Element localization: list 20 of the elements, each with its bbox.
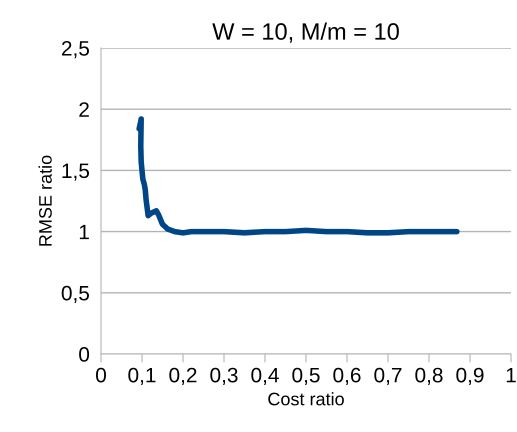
y-tick-label: 2,5	[62, 41, 90, 58]
y-tick-label: 1	[80, 224, 89, 240]
y-tick-label: 0	[79, 347, 90, 362]
y-tick-label: 2	[79, 102, 89, 117]
y-axis-title: RMSE ratio	[38, 156, 52, 246]
x-tick-label: 0,2	[169, 368, 196, 385]
y-tick-label: 1,5	[62, 164, 90, 181]
x-tick-label: 0,4	[251, 368, 279, 385]
x-tick-label: 0,3	[210, 368, 238, 385]
x-tick-label: 0,1	[128, 368, 156, 385]
x-tick-label: 0,5	[292, 368, 320, 385]
chart-title: W = 10, M/m = 10	[212, 22, 399, 43]
x-tick-label: 0	[96, 368, 106, 382]
y-tick-label: 0,5	[62, 286, 90, 304]
x-tick-label: 0,7	[374, 368, 402, 385]
x-tick-label: 0,8	[415, 368, 443, 385]
x-tick-label: 1	[506, 368, 516, 382]
x-axis-title: Cost ratio	[268, 392, 344, 406]
x-tick-label: 0,9	[456, 368, 484, 385]
x-tick-label: 0,6	[333, 368, 361, 385]
